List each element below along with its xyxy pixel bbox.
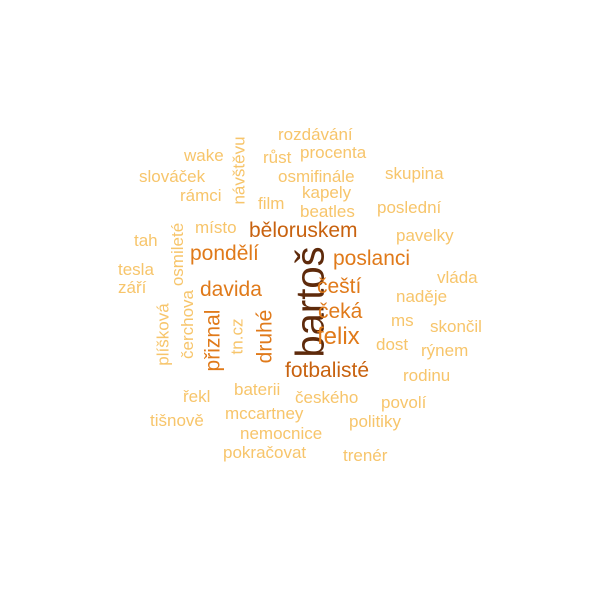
word-beatles: beatles	[300, 202, 355, 221]
word-tisnove: tišnově	[150, 411, 204, 430]
word-tn-cz: tn.cz	[227, 318, 247, 355]
word-rodinu: rodinu	[403, 366, 451, 385]
word-skoncil: skončil	[430, 317, 482, 336]
word-povoli: povolí	[381, 393, 427, 412]
word-beloruskem: běloruskem	[249, 219, 358, 242]
word-rynem: rýnem	[421, 341, 469, 360]
word-osmifinale: osmifinále	[278, 167, 355, 186]
word-kapely: kapely	[302, 183, 352, 202]
word-misto: místo	[195, 218, 237, 237]
word-ramci: rámci	[180, 186, 222, 205]
word-nadeje: naděje	[396, 287, 448, 306]
word-poslanci: poslanci	[333, 247, 411, 270]
word-rust: růst	[263, 148, 292, 167]
word-procenta: procenta	[300, 143, 367, 162]
word-pokracovat: pokračovat	[223, 443, 307, 462]
word-ceskeho: českého	[295, 388, 359, 407]
word-nemocnice: nemocnice	[240, 424, 323, 443]
word-pliskova: plíšková	[153, 303, 173, 366]
word-slovacek: slováček	[139, 167, 206, 186]
word-davida: davida	[200, 278, 262, 301]
word-ceka: čeká	[318, 300, 363, 323]
word-film: film	[258, 194, 285, 213]
word-skupina: skupina	[385, 164, 444, 183]
word-priznal: přiznal	[201, 309, 225, 372]
word-mccartney: mccartney	[225, 404, 304, 423]
word-rozdavani: rozdávání	[278, 125, 353, 144]
word-navstevu: návštěvu	[229, 136, 249, 205]
word-osmilete: osmileté	[168, 222, 188, 287]
word-pondeli: pondělí	[190, 242, 259, 265]
word-cesti: čeští	[317, 275, 362, 298]
word-baterii: baterii	[234, 380, 281, 399]
word-trener: trenér	[343, 446, 388, 465]
word-pavelky: pavelky	[396, 226, 454, 245]
word-posledni: poslední	[377, 198, 442, 217]
word-dost: dost	[376, 335, 409, 354]
word-rekl: řekl	[183, 387, 211, 406]
word-cerchova: čerchova	[177, 290, 197, 359]
word-wake: wake	[184, 146, 224, 165]
word-politiky: politiky	[349, 412, 401, 431]
word-ms: ms	[391, 311, 414, 330]
word-fotbaliste: fotbalisté	[285, 359, 370, 382]
word-felix: felix	[317, 323, 360, 350]
word-druhe: druhé	[253, 309, 277, 364]
word-vlada: vláda	[437, 268, 478, 287]
word-zari: září	[118, 278, 147, 297]
word-tesla: tesla	[118, 260, 154, 279]
word-tah: tah	[134, 231, 158, 250]
